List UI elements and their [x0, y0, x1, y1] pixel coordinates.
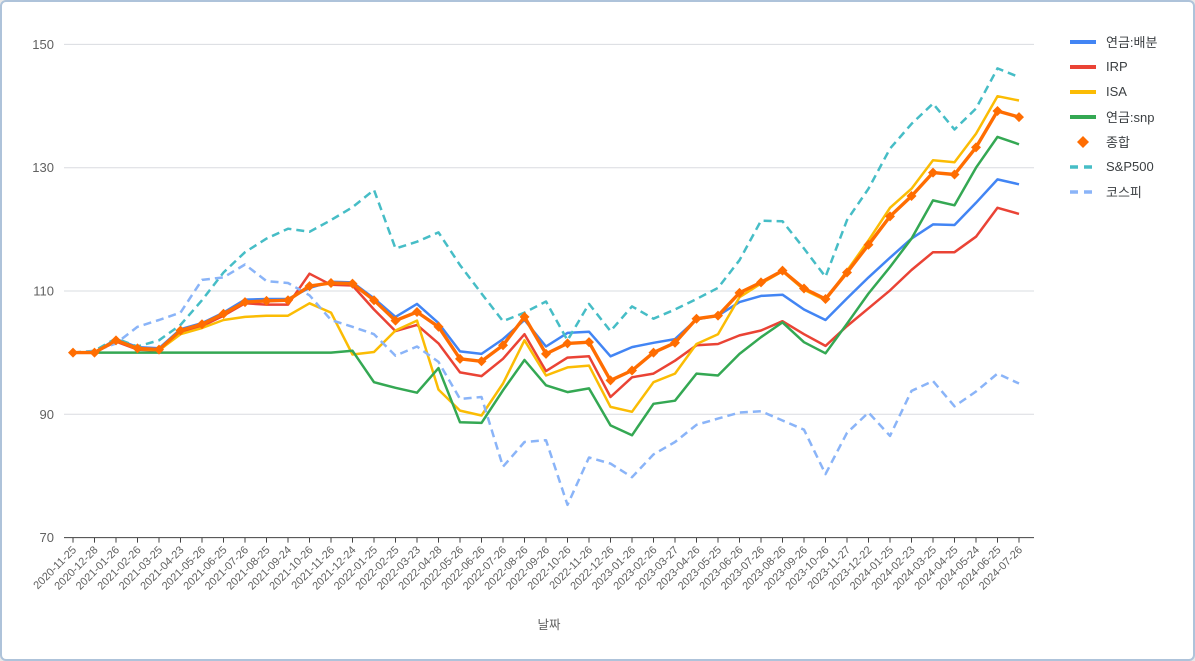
series-marker-종합 [433, 321, 444, 332]
legend-item-IRP[interactable]: IRP [1068, 57, 1157, 76]
legend-label: 연금:snp [1106, 110, 1155, 125]
series-marker-종합 [89, 347, 100, 358]
legend-swatch-icon [1070, 189, 1096, 194]
series-marker-종합 [584, 337, 594, 348]
series-marker-종합 [326, 277, 336, 288]
legend-item-ISA[interactable]: ISA [1068, 82, 1157, 101]
legend-swatch-icon [1070, 164, 1096, 169]
y-tick-label: 130 [32, 160, 54, 175]
series-marker-종합 [175, 325, 186, 336]
series-marker-종합 [648, 347, 659, 358]
series-marker-종합 [949, 169, 960, 180]
legend-swatch-icon [1077, 135, 1089, 148]
series-marker-종합 [820, 294, 831, 305]
legend-item-코스피[interactable]: 코스피 [1068, 182, 1157, 201]
legend-label: IRP [1106, 59, 1128, 74]
series-marker-종합 [111, 335, 121, 346]
series-marker-종합 [304, 281, 315, 292]
series-marker-종합 [412, 306, 422, 317]
series-marker-종합 [691, 313, 702, 324]
legend-label: ISA [1106, 84, 1127, 99]
series-marker-종합 [992, 105, 1003, 116]
y-tick-label: 90 [40, 407, 54, 422]
series-marker-종합 [605, 375, 616, 386]
series-line-S&P500 [72, 67, 1020, 354]
series-line-종합 [73, 109, 1020, 383]
series-marker-종합 [906, 191, 917, 202]
series-marker-종합 [498, 340, 508, 351]
x-axis-title: 날짜 [537, 618, 561, 632]
series-marker-종합 [842, 267, 852, 278]
legend-item-종합[interactable]: 종합 [1068, 132, 1157, 151]
series-marker-종합 [541, 348, 551, 359]
series-marker-종합 [283, 295, 293, 306]
series-marker-종합 [68, 347, 78, 358]
series-marker-종합 [756, 277, 766, 288]
legend-label: 종합 [1106, 135, 1130, 150]
legend-swatch-icon [1070, 114, 1096, 119]
series-marker-종합 [218, 308, 229, 319]
series-line-연금:snp [73, 135, 1020, 437]
series-marker-종합 [1014, 112, 1024, 123]
chart-legend: 연금:배분 IRP ISA 연금:snp 종합 S&P500 코스피 [1068, 32, 1157, 201]
series-marker-종합 [777, 265, 788, 276]
legend-swatch-icon [1070, 39, 1096, 44]
series-line-연금:배분 [73, 178, 1020, 358]
series-marker-종합 [971, 142, 981, 153]
legend-item-S&P500[interactable]: S&P500 [1068, 157, 1157, 176]
series-marker-종합 [369, 295, 379, 306]
series-marker-종합 [455, 353, 465, 364]
series-marker-종합 [863, 239, 874, 250]
legend-label: 연금:배분 [1106, 35, 1158, 50]
series-marker-종합 [197, 319, 207, 330]
series-line-ISA [73, 94, 1020, 417]
series-marker-종합 [627, 365, 637, 376]
series-marker-종합 [261, 295, 272, 306]
y-tick-label: 150 [32, 37, 54, 52]
series-marker-종합 [154, 344, 164, 355]
series-marker-종합 [347, 278, 358, 289]
series-marker-종합 [476, 356, 487, 367]
legend-label: 코스피 [1106, 185, 1142, 200]
series-marker-종합 [562, 338, 573, 349]
series-marker-종합 [390, 315, 401, 326]
legend-label: S&P500 [1106, 159, 1154, 174]
legend-item-연금:배분[interactable]: 연금:배분 [1068, 32, 1157, 51]
series-marker-종합 [670, 337, 680, 348]
series-marker-종합 [928, 167, 938, 178]
legend-item-연금:snp[interactable]: 연금:snp [1068, 107, 1157, 126]
series-marker-종합 [240, 297, 250, 308]
series-marker-종합 [132, 343, 143, 354]
legend-swatch-icon [1070, 64, 1096, 69]
series-marker-종합 [734, 287, 745, 298]
series-marker-종합 [799, 283, 809, 294]
series-marker-종합 [519, 311, 530, 322]
legend-swatch-icon [1070, 89, 1096, 94]
series-marker-종합 [885, 211, 895, 222]
series-marker-종합 [713, 310, 723, 321]
y-tick-label: 70 [40, 530, 54, 545]
y-tick-label: 110 [33, 284, 54, 299]
series-line-코스피 [72, 263, 1020, 507]
